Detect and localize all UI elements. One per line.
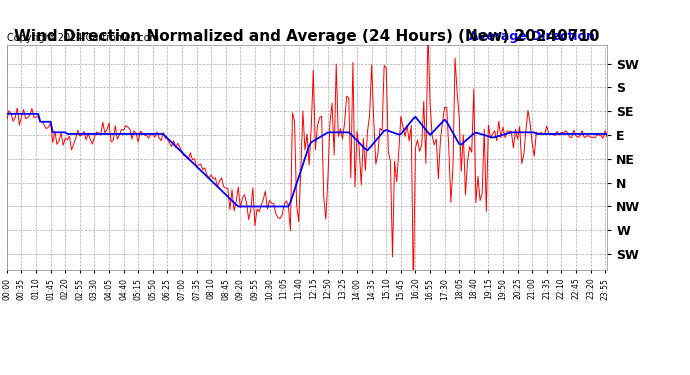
- Text: Copyright 2024 Cartronics.com: Copyright 2024 Cartronics.com: [7, 33, 159, 43]
- Title: Wind Direction Normalized and Average (24 Hours) (New) 20240710: Wind Direction Normalized and Average (2…: [14, 29, 600, 44]
- Text: Average Direction: Average Direction: [469, 30, 595, 43]
